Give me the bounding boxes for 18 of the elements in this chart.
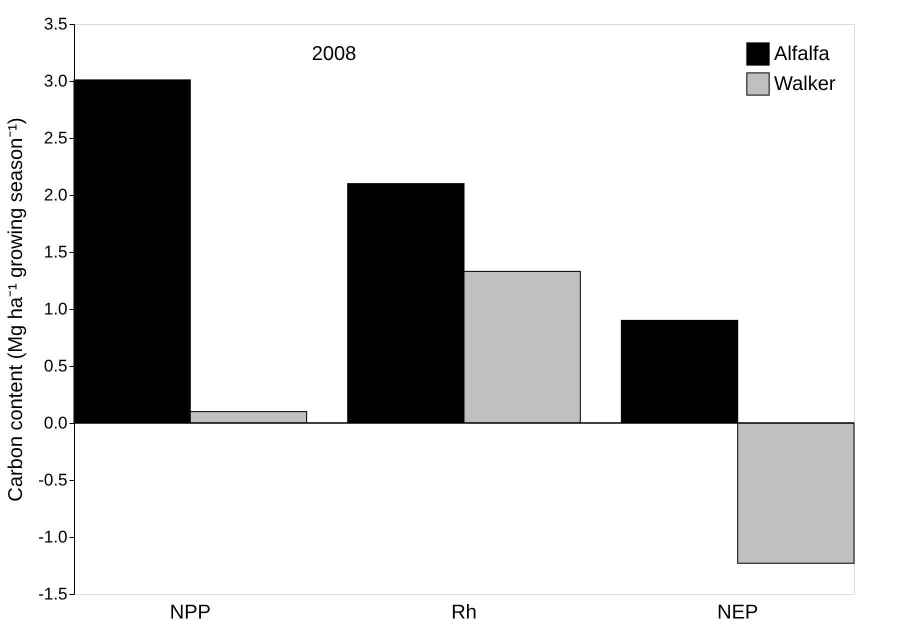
- y-tick-label: -1.0: [38, 528, 68, 546]
- y-tick-label: 0.5: [44, 356, 68, 376]
- x-tick-label: Rh: [451, 602, 477, 622]
- annotation: 2008: [312, 43, 356, 65]
- legend-label: Alfalfa: [774, 43, 830, 65]
- y-tick-label: 2.0: [44, 186, 68, 204]
- y-tick-label: -0.5: [38, 470, 68, 490]
- y-tick-label: 0.0: [44, 414, 68, 432]
- y-tick-label: -1.5: [38, 584, 68, 604]
- y-tick-label: 3.5: [44, 14, 68, 34]
- y-tick-label: 1.0: [44, 300, 68, 318]
- y-axis-title: Carbon content (Mg ha⁻¹ growing season⁻¹): [5, 117, 28, 502]
- x-tick-label: NPP: [170, 602, 211, 622]
- y-tick-label: 3.0: [44, 72, 68, 90]
- y-tick-label: 2.5: [44, 128, 68, 148]
- x-tick-label: NEP: [717, 602, 758, 622]
- y-tick-label: 1.5: [44, 242, 68, 262]
- legend-label: Walker: [774, 73, 836, 95]
